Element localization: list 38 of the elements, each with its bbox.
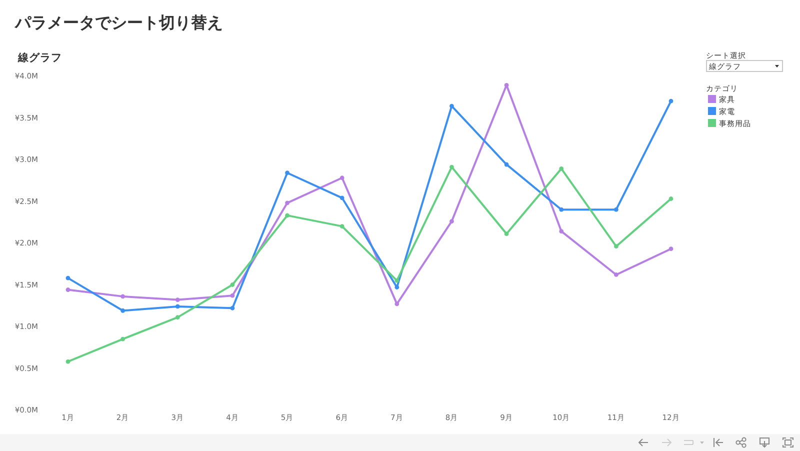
point	[340, 196, 344, 200]
point	[668, 246, 674, 252]
point	[614, 244, 618, 249]
point	[450, 104, 454, 108]
point	[175, 298, 180, 302]
point	[450, 164, 454, 170]
point	[66, 276, 70, 280]
point	[668, 196, 674, 201]
point	[394, 278, 400, 283]
point	[285, 200, 290, 206]
point	[340, 224, 344, 228]
point	[285, 170, 290, 176]
point	[66, 359, 70, 364]
point	[175, 304, 180, 309]
point	[120, 294, 126, 299]
point	[394, 302, 400, 306]
point	[559, 229, 564, 234]
point	[175, 315, 180, 320]
point	[614, 272, 618, 277]
point	[394, 285, 400, 290]
point	[230, 306, 235, 310]
point	[120, 336, 126, 342]
point	[450, 219, 454, 224]
point	[120, 308, 126, 313]
point	[504, 82, 509, 88]
point	[66, 288, 70, 292]
point	[504, 232, 509, 236]
point	[614, 207, 618, 212]
point	[504, 162, 509, 167]
chart-subtitle: 線グラフ	[17, 51, 62, 64]
point	[230, 282, 235, 287]
point	[559, 166, 564, 171]
point	[340, 176, 344, 180]
chart-title: パラメータでシート切り替え	[14, 13, 223, 32]
point	[285, 213, 290, 218]
point	[668, 98, 674, 104]
point	[559, 207, 564, 212]
point	[230, 293, 235, 298]
